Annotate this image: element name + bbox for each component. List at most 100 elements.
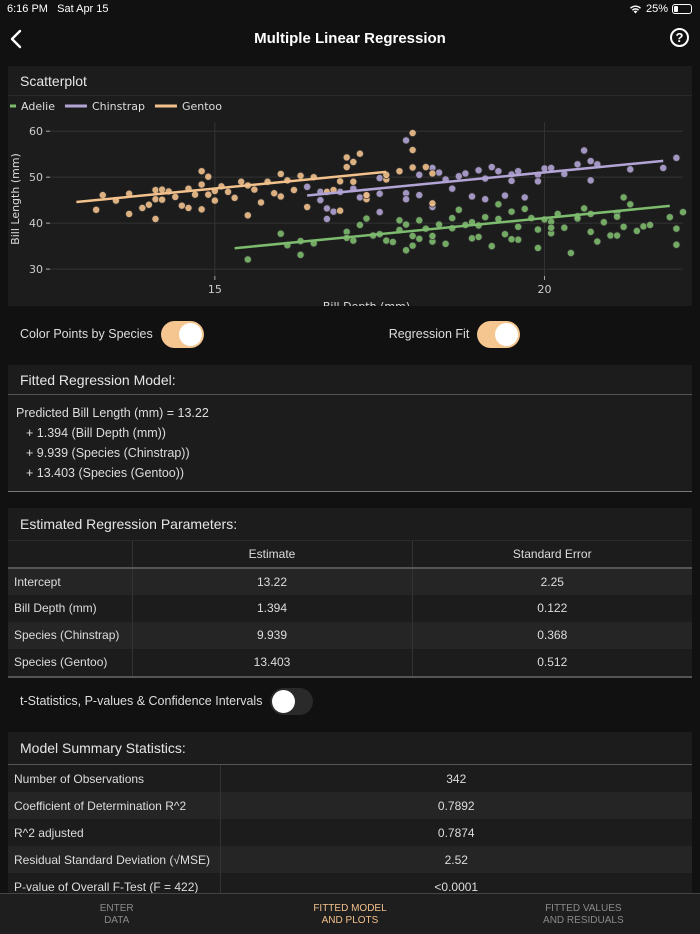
tstats-toggle[interactable] [270,687,314,715]
equation-line: Predicted Bill Length (mm) = 13.22 [16,406,209,420]
regression-fit-toggle[interactable] [477,320,521,348]
data-point-gentoo [355,149,364,158]
color-points-label: Color Points by Species [20,327,153,341]
data-point-chinstrap [415,191,424,200]
regression-line-gentoo [76,170,387,204]
data-point-chinstrap [494,167,503,176]
data-point-gentoo [197,205,206,214]
y-axis-label: Bill Length (mm) [9,153,22,245]
color-points-toggle[interactable] [160,320,204,348]
data-point-chinstrap [322,204,331,213]
color-points-toggle-row: Color Points by Species Regression Fit [20,320,700,348]
data-point-adelie [665,213,674,222]
help-button[interactable]: ? [670,28,689,47]
tab-fitted-values[interactable]: FITTED VALUES AND RESIDUALS [543,903,624,926]
data-point-gentoo [92,205,101,214]
data-point-chinstrap [329,207,338,216]
data-point-gentoo [243,211,252,220]
data-point-adelie [672,240,681,249]
stat-label: Residual Standard Deviation (√MSE) [8,846,220,873]
stat-value: <0.0001 [219,873,692,894]
std-error-cell: 0.368 [411,621,692,649]
data-point-chinstrap [626,165,635,174]
data-point-gentoo [421,163,430,172]
data-point-gentoo [237,177,246,186]
table-row: Number of Observations 342 [8,765,692,792]
data-point-gentoo [256,198,265,207]
data-point-chinstrap [375,189,384,198]
data-point-adelie [606,231,615,240]
data-point-adelie [487,242,496,251]
data-point-chinstrap [659,163,668,172]
nav-bar: Multiple Linear Regression ? [0,20,700,58]
data-point-adelie [672,224,681,233]
stat-label: Number of Observations [8,765,220,792]
x-tick-label: 20 [538,283,552,296]
data-point-chinstrap [507,176,516,185]
data-point-adelie [402,220,411,229]
fitted-model-equation: Predicted Bill Length (mm) = 13.22 + 1.3… [8,395,692,492]
data-point-chinstrap [303,182,312,191]
data-point-gentoo [204,190,213,199]
data-point-adelie [639,222,648,231]
data-point-gentoo [250,185,259,194]
tab-fitted-model[interactable]: FITTED MODEL AND PLOTS [313,903,387,926]
data-point-chinstrap [580,146,589,155]
data-point-gentoo [303,203,312,212]
scatterplot-chart: 30 40 50 60 15 20 Bill Depth (mm) Bill Length (… [9,100,688,306]
battery-icon [672,4,692,14]
parameters-card: Estimated Regression Parameters: Estimat… [8,508,692,678]
data-point-adelie [626,200,635,209]
data-point-adelie [355,220,364,229]
fitted-model-card: Fitted Regression Model: Predicted Bill … [8,365,692,492]
back-button[interactable] [6,28,28,50]
y-tick-label: 40 [29,217,43,230]
data-point-chinstrap [415,170,424,179]
data-point-adelie [362,214,371,223]
data-point-adelie [481,213,490,222]
regression-fit-label: Regression Fit [388,327,470,341]
data-point-gentoo [408,163,417,172]
data-point-chinstrap [316,196,325,205]
data-point-adelie [560,223,569,232]
data-point-gentoo [144,200,153,209]
data-point-adelie [514,235,523,244]
table-header: Estimate Standard Error [8,540,692,569]
data-point-gentoo [296,171,305,180]
data-point-gentoo [408,129,417,138]
table-row: P-value of Overall F-Test (F = 422) <0.00… [8,873,692,894]
std-error-cell: 0.512 [411,648,692,676]
data-point-adelie [415,234,424,243]
data-point-gentoo [230,193,239,202]
data-point-adelie [619,222,628,231]
data-point-gentoo [151,195,160,204]
scatterplot-title: Scatterplot [8,66,692,96]
row-label: Intercept [8,567,132,595]
data-point-adelie [533,225,542,234]
tab-bar: ENTER DATA FITTED MODEL AND PLOTS FITTED V… [0,893,700,934]
summary-title: Model Summary Statistics: [8,732,692,765]
data-point-chinstrap [481,195,490,204]
parameters-title: Estimated Regression Parameters: [20,516,238,532]
data-point-gentoo [408,146,417,155]
equation-line: + 13.403 (Species (Gentoo)) [26,466,185,480]
data-point-adelie [448,214,457,223]
tab-enter-data[interactable]: ENTER DATA [99,903,134,926]
page-title: Multiple Linear Regression [254,30,446,47]
data-point-adelie [632,226,641,235]
data-point-chinstrap [322,214,331,223]
data-point-adelie [533,243,542,252]
data-point-gentoo [177,201,186,210]
data-point-adelie [388,237,397,246]
data-point-gentoo [362,191,371,200]
data-point-gentoo [395,167,404,176]
data-point-gentoo [151,214,160,223]
question-circle-icon: ? [675,30,684,45]
data-point-chinstrap [533,177,542,186]
parameters-table: Estimate Standard Error Intercept 13.22 2.2… [8,540,692,676]
std-error-cell: 0.122 [411,594,692,622]
data-point-adelie [613,212,622,221]
table-row: Bill Depth (mm) 1.394 0.122 [8,594,692,622]
data-point-chinstrap [461,169,470,178]
data-point-gentoo [184,203,193,212]
